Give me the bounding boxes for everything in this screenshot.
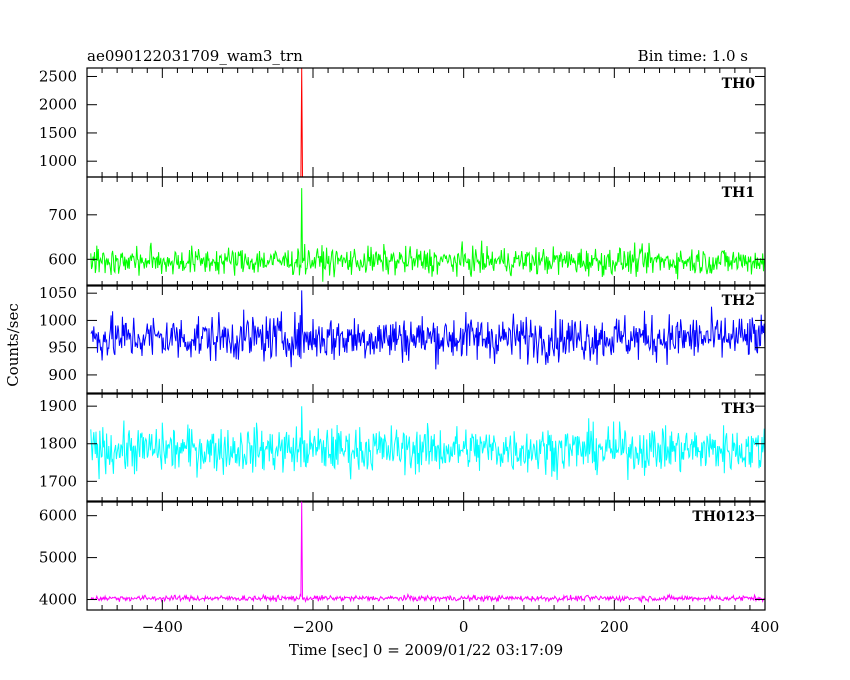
- x-axis-label: Time [sec] 0 = 2009/01/22 03:17:09: [289, 641, 563, 659]
- series-line-th3: [90, 406, 766, 481]
- y-tick-label: 1800: [39, 435, 77, 453]
- y-tick-label: 6000: [39, 507, 77, 525]
- y-tick-label: 2500: [39, 67, 77, 85]
- panel-th0: 1000 1500 2000 2500 TH0: [39, 67, 766, 178]
- series-line-th0123: [90, 500, 766, 604]
- panel-th1: 600 700 TH1: [48, 176, 766, 287]
- panel-label-th0: TH0: [722, 76, 756, 92]
- y-tick-label: 700: [48, 206, 77, 224]
- panel-label-th1: TH1: [722, 185, 755, 201]
- panel-frame: [86, 500, 766, 611]
- series-line-th2: [90, 290, 766, 370]
- series-line-th1: [90, 188, 766, 282]
- y-tick-label: 2000: [39, 96, 77, 114]
- panel-label-th2: TH2: [722, 293, 755, 309]
- panel-frame: [86, 67, 766, 178]
- y-tick-label: 1500: [39, 124, 77, 142]
- y-axis-label: Counts/sec: [4, 303, 22, 387]
- x-tick-label: 200: [600, 618, 629, 636]
- y-tick-label: 1000: [39, 152, 77, 170]
- panel-label-th0123: TH0123: [692, 509, 755, 525]
- y-tick-label: 1900: [39, 397, 77, 415]
- x-tick-label: −200: [292, 618, 333, 636]
- panel-frame: [86, 284, 766, 395]
- x-tick-label: 0: [459, 618, 469, 636]
- panel-frame: [86, 392, 766, 503]
- y-tick-label: 900: [48, 366, 77, 384]
- chart-title: ae090122031709_wam3_trn: [87, 47, 303, 65]
- x-tick-label: 400: [751, 618, 780, 636]
- panel-label-th3: TH3: [722, 401, 755, 417]
- panel-frame: [86, 176, 766, 287]
- bin-time-label: Bin time: 1.0 s: [638, 47, 748, 65]
- y-tick-label: 600: [48, 250, 77, 268]
- panel-th3: 1700 1800 1900 TH3: [39, 392, 766, 503]
- series-line-th0: [90, 67, 765, 178]
- y-tick-label: 950: [48, 339, 77, 357]
- y-tick-label: 1050: [39, 284, 77, 302]
- y-tick-label: 1000: [39, 311, 77, 329]
- panel-th0123: 4000 5000 6000 TH0123: [39, 500, 766, 611]
- y-tick-label: 4000: [39, 591, 77, 609]
- y-tick-label: 5000: [39, 549, 77, 567]
- x-tick-label: −400: [142, 618, 183, 636]
- panel-th2: 900 950 1000 1050 TH2: [39, 284, 766, 395]
- y-tick-label: 1700: [39, 472, 77, 490]
